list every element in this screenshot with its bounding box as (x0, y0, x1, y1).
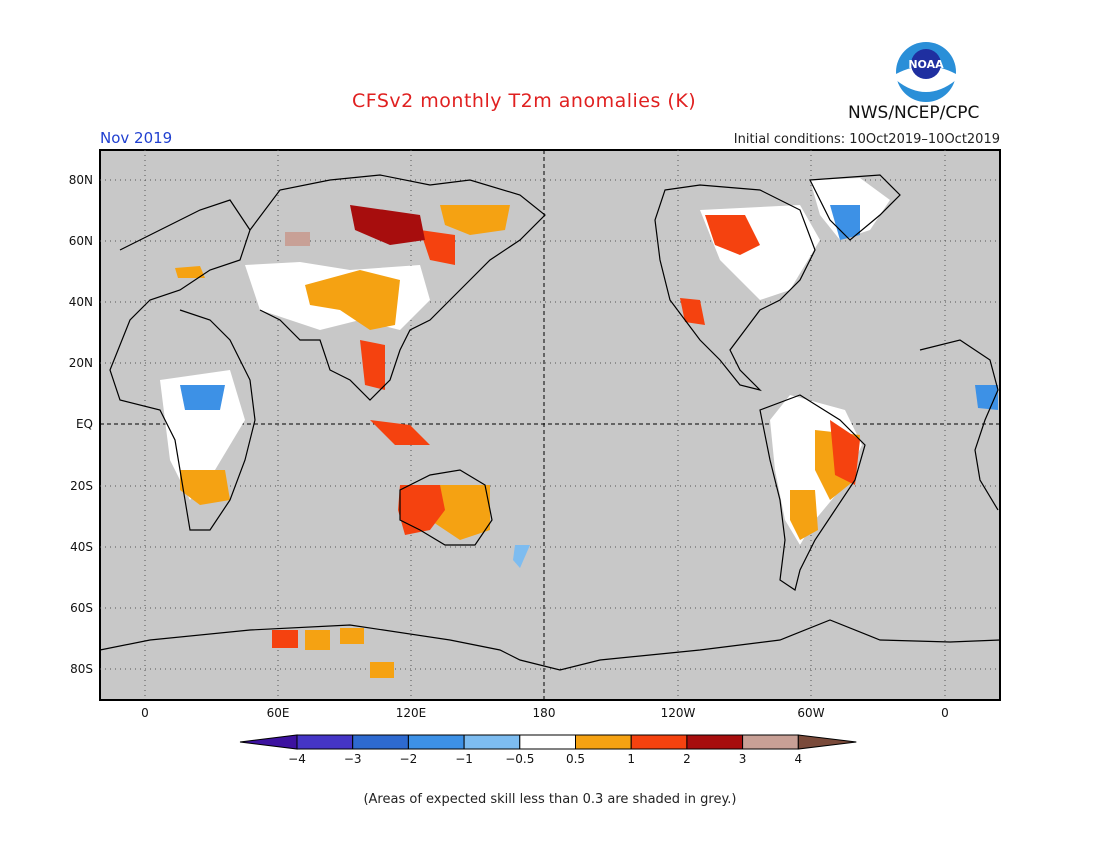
colorbar-label: 0.5 (566, 752, 585, 766)
colorbar-segment (742, 734, 799, 750)
colorbar-arrow-high (797, 734, 857, 750)
colorbar-segment (575, 734, 632, 750)
colorbar-label: 3 (739, 752, 747, 766)
colorbar-label: −4 (288, 752, 306, 766)
lat-axis-labels: 80N 60N 40N 20N EQ 20S 40S 60S 80S (69, 173, 93, 676)
skill-footnote: (Areas of expected skill less than 0.3 a… (363, 792, 737, 807)
lon-label: 60W (797, 706, 824, 720)
colorbar-label: −1 (455, 752, 473, 766)
lat-label: 60S (70, 601, 93, 615)
lat-label: 40N (69, 295, 93, 309)
agency-label: NWS/NCEP/CPC (848, 103, 980, 123)
colorbar-label: 2 (683, 752, 691, 766)
noaa-logo: NOAA (896, 42, 956, 102)
forecast-month: Nov 2019 (100, 129, 173, 147)
lon-axis-labels: 0 60E 120E 180 120W 60W 0 (141, 706, 949, 720)
lat-label: 80N (69, 173, 93, 187)
lat-label: EQ (76, 417, 93, 431)
colorbar-segment (296, 734, 354, 750)
colorbar-label: −2 (400, 752, 418, 766)
anomaly-shading (160, 178, 998, 678)
lon-label: 120E (396, 706, 427, 720)
lon-label: 0 (941, 706, 949, 720)
colorbar-segment (519, 734, 576, 750)
colorbar-label: 4 (794, 752, 802, 766)
initial-conditions: Initial conditions: 10Oct2019–10Oct2019 (733, 132, 1000, 147)
lat-label: 60N (69, 234, 93, 248)
colorbar-label: −3 (344, 752, 362, 766)
colorbar-label: −0.5 (505, 752, 534, 766)
lat-label: 40S (70, 540, 93, 554)
map-frame (99, 149, 1001, 701)
colorbar: −4 −3 −2 −1 −0.5 0.5 1 2 3 4 (239, 734, 857, 766)
colorbar-segment (352, 734, 409, 750)
grid-lines (100, 150, 1000, 700)
coastlines (99, 174, 1001, 671)
lat-label: 80S (70, 662, 93, 676)
map-title: CFSv2 monthly T2m anomalies (K) (352, 90, 697, 112)
lat-label: 20N (69, 356, 93, 370)
lon-label: 0 (141, 706, 149, 720)
colorbar-segment (686, 734, 744, 750)
lon-label: 120W (661, 706, 696, 720)
lon-label: 60E (267, 706, 290, 720)
colorbar-segment (630, 734, 688, 750)
colorbar-segment (463, 734, 521, 750)
logo-text: NOAA (908, 58, 944, 71)
colorbar-arrow-low (239, 734, 298, 750)
lat-label: 20S (70, 479, 93, 493)
colorbar-segment (407, 734, 465, 750)
colorbar-label: 1 (627, 752, 635, 766)
lon-label: 180 (533, 706, 556, 720)
